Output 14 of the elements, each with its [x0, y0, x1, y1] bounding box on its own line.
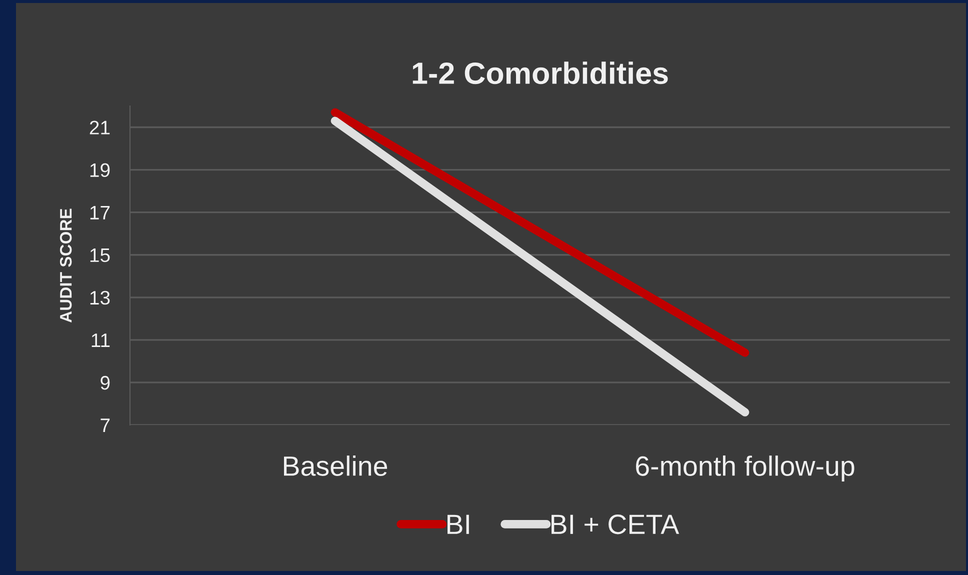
y-tick-label: 13	[90, 290, 110, 305]
y-tick-label: 11	[92, 334, 110, 347]
x-tick-label: 6-month follow-up	[636, 456, 854, 482]
legend-label: BI	[448, 514, 469, 534]
chart-title: 1-2 Comorbidities	[412, 62, 668, 84]
y-tick-label: 17	[90, 206, 110, 220]
legend-label: BI + CETA	[552, 514, 680, 534]
y-tick-label: 15	[90, 248, 110, 262]
y-tick-label: 21	[90, 120, 110, 134]
y-axis-title: AUDIT SCORE	[60, 208, 72, 322]
y-tick-label: 19	[90, 163, 110, 178]
y-tick-label: 9	[100, 376, 110, 390]
y-tick-label: 7	[100, 418, 110, 432]
x-tick-label: Baseline	[284, 456, 388, 476]
